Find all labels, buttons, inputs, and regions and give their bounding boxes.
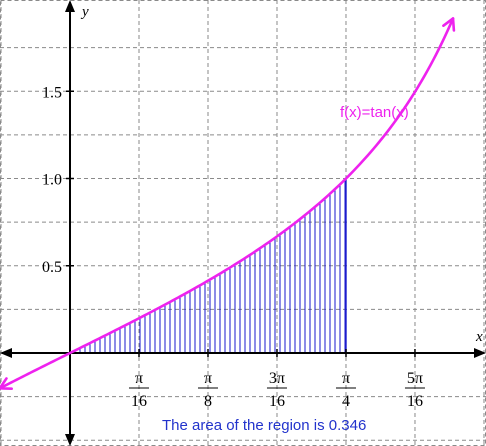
- curve-arrowheads: [0, 17, 456, 390]
- curve-arrow-top: [442, 17, 456, 32]
- x-tick-numerator: π: [342, 370, 350, 387]
- function-label: f(x)=tan(x): [340, 104, 409, 121]
- y-tick-label: 0.5: [42, 259, 62, 276]
- x-tick-denominator: 8: [204, 393, 212, 410]
- x-tick-denominator: 16: [131, 393, 147, 410]
- x-tick-numerator: π: [204, 370, 212, 387]
- x-tick-label: π8: [197, 370, 218, 410]
- curve-arrow-bottom: [0, 377, 14, 390]
- y-tick-label: 1.5: [42, 84, 62, 101]
- x-tick-numerator: 5π: [407, 370, 423, 387]
- y-tick-label: 1.0: [42, 172, 62, 189]
- x-tick-denominator: 16: [407, 393, 423, 410]
- y-axis-arrow-top: [65, 0, 75, 12]
- x-axis-arrow-left: [0, 348, 12, 358]
- x-tick-denominator: 4: [342, 393, 350, 410]
- x-tick-label: π4: [335, 370, 356, 410]
- x-axis-arrow-right: [474, 348, 486, 358]
- x-tick-label: π 16: [128, 370, 149, 410]
- area-annotation: The area of the region is 0.346: [162, 417, 366, 434]
- x-axis-label: x: [475, 329, 483, 345]
- x-tick-denominator: 16: [269, 393, 285, 410]
- x-tick-numerator: 3π: [269, 370, 285, 387]
- y-axis-arrow-bottom: [65, 434, 75, 446]
- x-tick-numerator: π: [135, 370, 143, 387]
- tan-curve: [0, 17, 455, 390]
- y-axis-label: y: [80, 4, 89, 20]
